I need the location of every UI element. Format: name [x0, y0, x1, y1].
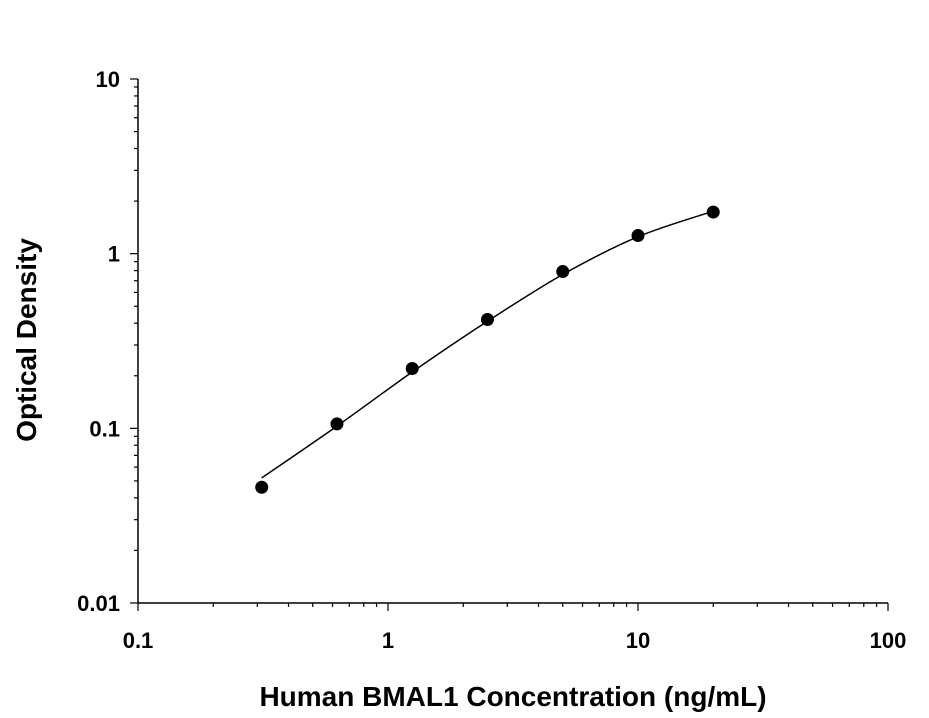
y-tick-label: 0.1 — [89, 416, 120, 441]
y-tick-label: 0.01 — [77, 591, 120, 616]
x-tick-label: 1 — [382, 628, 394, 653]
x-axis-title: Human BMAL1 Concentration (ng/mL) — [259, 681, 766, 712]
x-tick-label: 0.1 — [123, 628, 154, 653]
y-tick-label: 10 — [96, 67, 120, 92]
data-point — [405, 362, 419, 376]
y-tick-label: 1 — [108, 242, 120, 267]
data-points — [255, 205, 720, 494]
data-point — [556, 265, 570, 279]
x-tick-label: 10 — [626, 628, 650, 653]
axes — [137, 79, 888, 604]
data-point — [330, 417, 344, 431]
x-tick-label: 100 — [870, 628, 907, 653]
data-point — [706, 205, 720, 219]
data-point — [631, 229, 645, 243]
data-point — [255, 480, 269, 494]
fit-curve — [261, 210, 714, 479]
x-ticks: 0.1 1 10 100 — [123, 603, 907, 653]
y-ticks: 0.01 0.1 1 10 — [77, 67, 138, 616]
y-axis-title: Optical Density — [11, 238, 42, 442]
data-point — [480, 312, 494, 326]
